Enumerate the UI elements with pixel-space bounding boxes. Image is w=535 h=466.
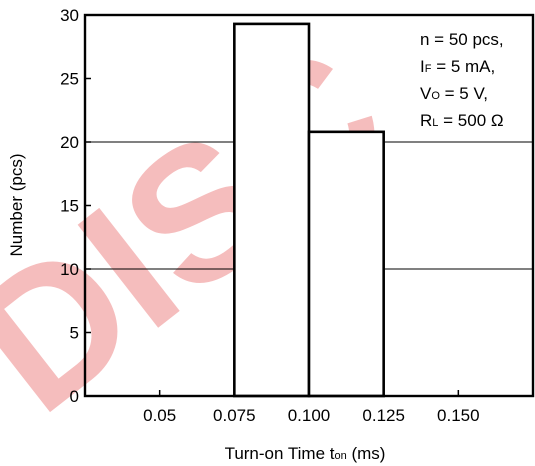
y-tick-label-10: 10	[60, 260, 79, 279]
x-tick-label-4: 0.150	[437, 406, 480, 425]
x-axis-label: Turn-on Time ton (ms)	[225, 444, 386, 463]
condition-n: n = 50 pcs,	[420, 30, 504, 49]
condition-vo: VO = 5 V,	[420, 84, 488, 103]
histogram-bar-1	[307, 130, 385, 398]
y-tick-label-30: 30	[60, 6, 79, 25]
y-tick-label-0: 0	[70, 387, 79, 406]
x-tick-label-0: 0.05	[143, 406, 176, 425]
x-tick-label-1: 0.075	[213, 406, 256, 425]
y-tick-label-15: 15	[60, 197, 79, 216]
histogram-bar-0	[233, 22, 311, 398]
y-tick-label-20: 20	[60, 133, 79, 152]
y-tick-label-25: 25	[60, 70, 79, 89]
condition-if: IF = 5 mA,	[420, 57, 495, 76]
condition-rl: RL = 500 Ω	[420, 111, 504, 130]
y-axis-label: Number (pcs)	[7, 154, 26, 257]
conditions-annotation: n = 50 pcs, IF = 5 mA, VO = 5 V, RL = 50…	[420, 30, 504, 130]
x-axis-ticks: 0.05 0.075 0.100 0.125 0.150	[143, 390, 480, 425]
bars-group	[233, 22, 385, 398]
y-tick-label-5: 5	[70, 324, 79, 343]
x-tick-label-2: 0.100	[288, 406, 331, 425]
x-tick-label-3: 0.125	[362, 406, 405, 425]
y-axis-ticks: 0 5 10 15 20 25 30	[60, 6, 91, 406]
